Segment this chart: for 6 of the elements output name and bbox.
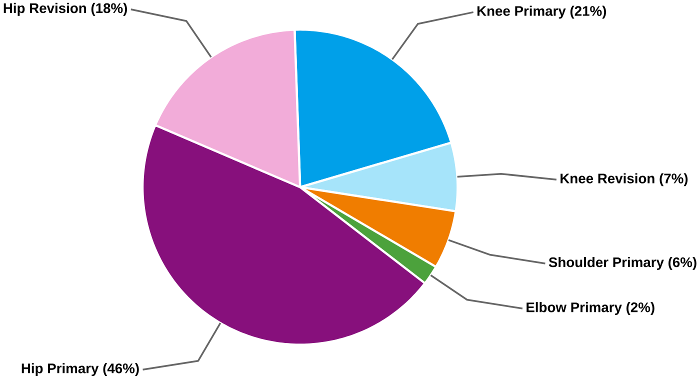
slice-label: Shoulder Primary (6%) [548, 257, 696, 270]
slice-label: Elbow Primary (2%) [526, 302, 654, 315]
slice-label: Hip Revision (18%) [4, 2, 127, 16]
slice-label: Knee Primary (21%) [477, 6, 606, 19]
slice-label: Hip Primary (46%) [22, 363, 139, 376]
slice-label: Knee Revision (7%) [560, 173, 688, 186]
